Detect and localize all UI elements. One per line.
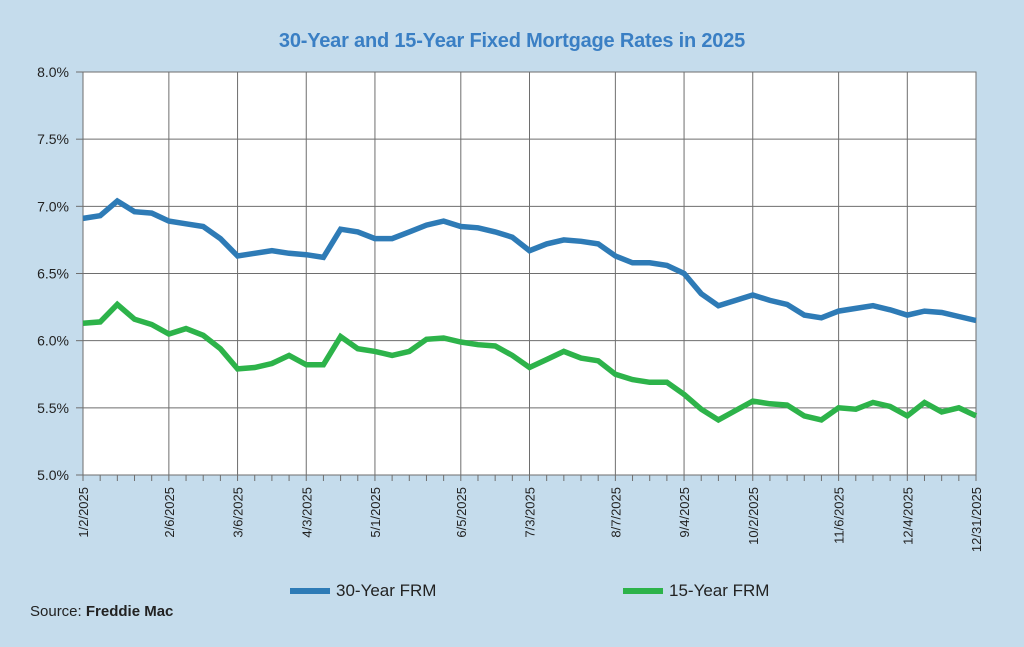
x-axis: 1/2/2025 2/6/2025 3/6/2025 4/3/2025 5/1/2025… <box>76 475 984 552</box>
y-tick-label: 5.5% <box>37 400 69 416</box>
legend-item-15-year: 15-Year FRM <box>623 581 769 601</box>
legend-item-30-year: 30-Year FRM <box>290 581 436 601</box>
x-tick-label: 11/6/2025 <box>832 487 847 544</box>
legend-swatch-15-year <box>623 588 663 594</box>
y-tick-label: 8.0% <box>37 64 69 80</box>
source-name: Freddie Mac <box>85 603 174 620</box>
x-tick-label: 12/4/2025 <box>900 487 915 545</box>
x-tick-label: 2/6/2025 <box>162 487 177 538</box>
series-lines <box>82 197 978 424</box>
y-tick-label: 7.0% <box>37 198 69 214</box>
x-tick-label: 7/3/2025 <box>523 487 538 538</box>
x-tick-label: 1/2/2025 <box>76 487 91 538</box>
source-label: Source: <box>30 603 82 620</box>
x-tick-label: 3/6/2025 <box>231 487 246 538</box>
y-tick-label: 5.0% <box>37 467 69 483</box>
y-tick-label: 6.5% <box>37 266 69 282</box>
legend-label-15-year: 15-Year FRM <box>669 581 770 600</box>
x-tick-label: 9/4/2025 <box>677 487 692 538</box>
series-line-30-year <box>82 197 977 324</box>
y-axis: 5.0% 5.5% 6.0% 6.5% 7.0% 7.5% 8.0% <box>37 64 83 483</box>
series-line-15-year <box>82 300 978 424</box>
x-tick-label: 12/31/2025 <box>969 487 984 552</box>
y-tick-label: 7.5% <box>37 131 69 147</box>
legend-label-30-year: 30-Year FRM <box>336 581 437 600</box>
x-tick-label: 8/7/2025 <box>608 487 623 538</box>
x-tick-label: 4/3/2025 <box>299 487 314 538</box>
source-note: Source: Freddie Mac <box>30 603 173 620</box>
chart-title: 30-Year and 15-Year Fixed Mortgage Rates… <box>278 30 746 52</box>
y-tick-label: 6.0% <box>37 333 69 349</box>
x-tick-label: 5/1/2025 <box>368 487 383 538</box>
x-tick-label: 10/2/2025 <box>746 487 761 545</box>
x-tick-label: 6/5/2025 <box>454 487 469 538</box>
legend-swatch-30-year <box>290 588 330 594</box>
